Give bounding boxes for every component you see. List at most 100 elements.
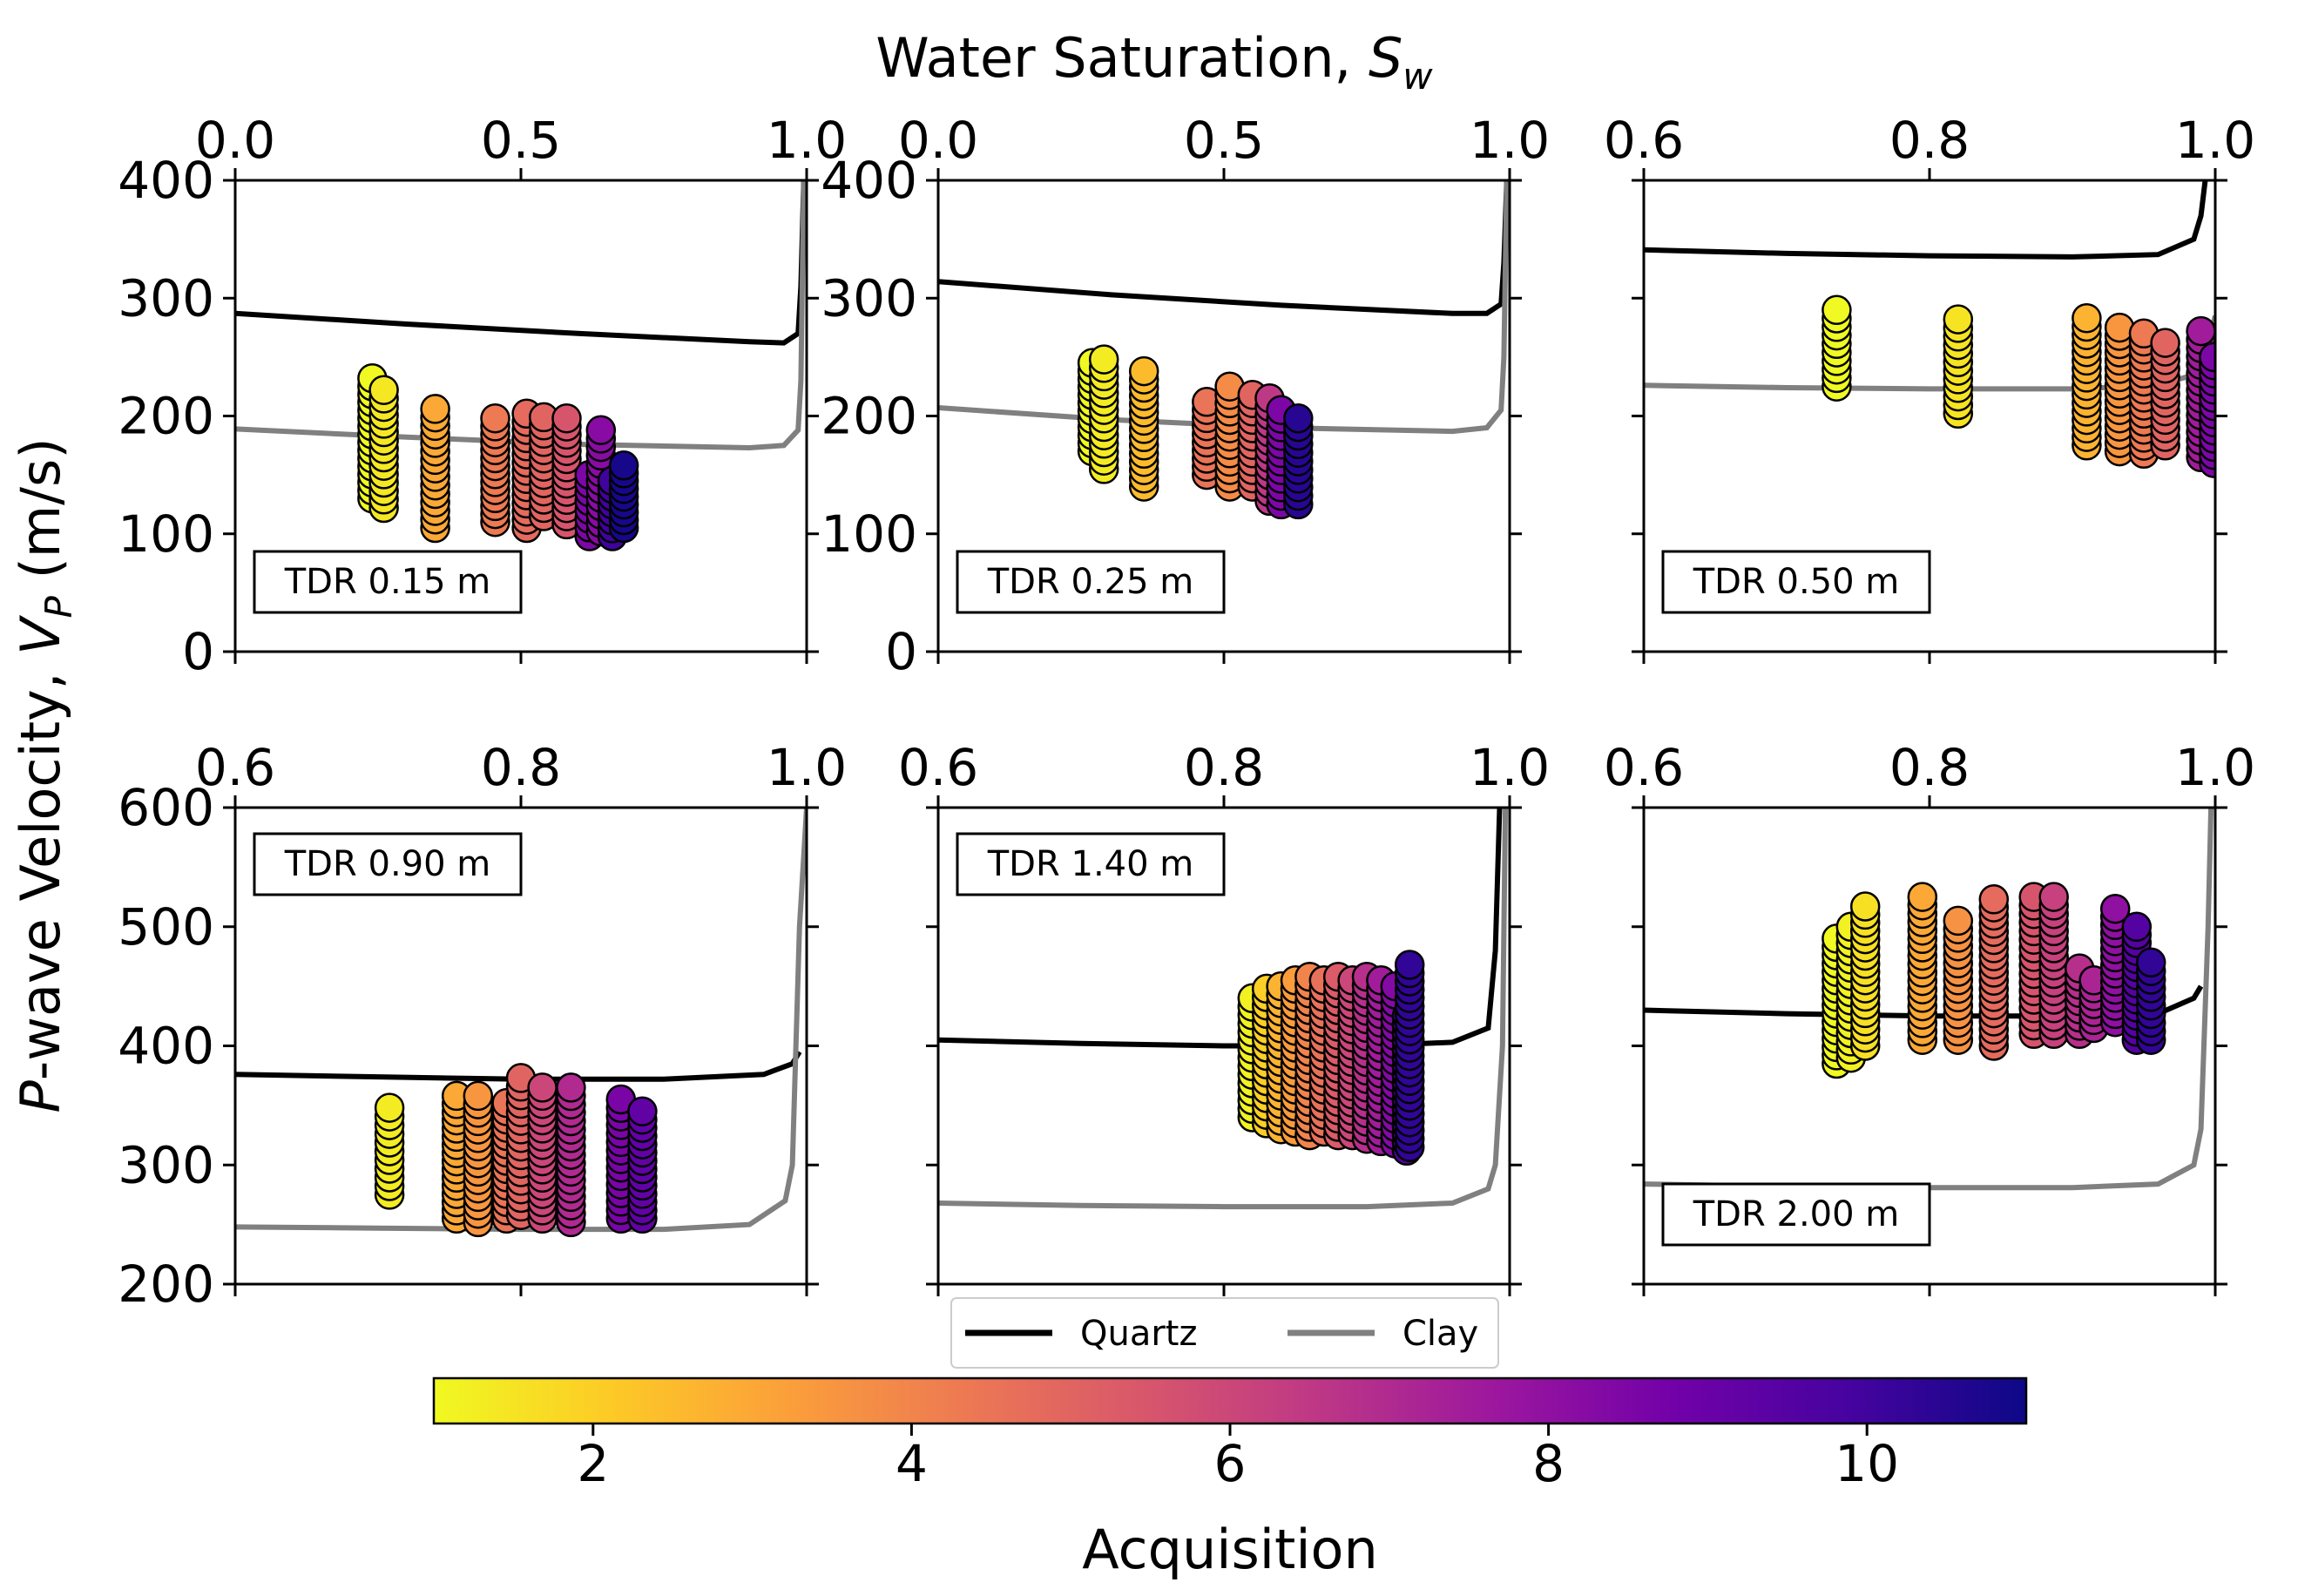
y-tick-label: 200 bbox=[821, 387, 917, 446]
data-point bbox=[1283, 402, 1314, 434]
panel-1: 0.0 0.5 1.0 0 100 200 300 400 TDR 0.15 m bbox=[118, 111, 847, 681]
x-tick-label: 0.0 bbox=[898, 111, 978, 170]
data-point bbox=[527, 1072, 558, 1103]
data-point bbox=[2121, 911, 2153, 943]
x-tick-label: 0.5 bbox=[481, 111, 561, 170]
data-point bbox=[2099, 893, 2131, 924]
data-point bbox=[2199, 342, 2215, 373]
scatter-points bbox=[1237, 950, 1425, 1167]
scatter-points bbox=[1077, 344, 1314, 520]
x-tick-label: 0.8 bbox=[1184, 738, 1264, 797]
tdr-label: TDR 0.15 m bbox=[284, 562, 490, 602]
top-x-axis-title: Water Saturation, Sw bbox=[875, 26, 1433, 98]
x-tick-label: 0.8 bbox=[481, 738, 561, 797]
data-point bbox=[368, 375, 399, 405]
colorbar-tick-label: 8 bbox=[1532, 1434, 1565, 1493]
quartz-curve bbox=[235, 180, 807, 346]
colorbar-label: Acquisition bbox=[1082, 1518, 1378, 1581]
data-point bbox=[2186, 315, 2215, 347]
x-tick-label: 0.6 bbox=[1604, 738, 1684, 797]
panel-3: 0.6 0.8 1.0 TDR 0.50 m bbox=[1604, 111, 2255, 664]
scatter-points bbox=[374, 1063, 658, 1238]
tdr-label-box bbox=[1661, 1182, 1931, 1247]
panel-6: 0.6 0.8 1.0 TDR 2.00 m bbox=[1604, 738, 2255, 1296]
clay-curve bbox=[938, 808, 1509, 1210]
tdr-label-box bbox=[253, 832, 523, 896]
data-point bbox=[1394, 950, 1425, 980]
tdr-label-box bbox=[956, 550, 1226, 614]
data-point bbox=[1849, 891, 1881, 922]
x-tick-label: 0.6 bbox=[1604, 111, 1684, 170]
legend: Quartz Clay bbox=[950, 1297, 1499, 1369]
x-tick-label: 1.0 bbox=[2175, 738, 2255, 797]
panel-5: 0.6 0.8 1.0 TDR 1.40 m bbox=[898, 738, 1550, 1296]
data-point bbox=[608, 450, 639, 481]
panel-4: 0.6 0.8 1.0 200 300 400 500 600 TDR 0.90 m bbox=[118, 738, 847, 1314]
y-tick-label: 0 bbox=[885, 622, 917, 681]
tdr-label-box bbox=[253, 550, 523, 614]
data-point bbox=[463, 1080, 494, 1112]
y-tick-label: 200 bbox=[118, 387, 214, 446]
legend-quartz-label: Quartz bbox=[1080, 1314, 1197, 1354]
y-tick-label: 400 bbox=[118, 1017, 214, 1076]
x-tick-label: 0.8 bbox=[1889, 111, 1970, 170]
tdr-label: TDR 1.40 m bbox=[987, 844, 1193, 884]
data-point bbox=[2150, 328, 2180, 358]
y-axis-title: P-wave Velocity, VP (m/s) bbox=[9, 437, 80, 1112]
data-point bbox=[1907, 882, 1938, 912]
y-tick-label: 300 bbox=[821, 268, 917, 328]
y-tick-label: 600 bbox=[118, 778, 214, 837]
data-point bbox=[374, 1092, 405, 1123]
x-tick-label: 0.5 bbox=[1184, 111, 1264, 170]
quartz-curve bbox=[235, 1050, 802, 1082]
panel-2: 0.0 0.5 1.0 0 100 200 300 400 TDR 0.25 m bbox=[821, 111, 1550, 681]
data-point bbox=[2072, 302, 2102, 334]
data-point bbox=[2135, 947, 2166, 978]
colorbar-tick-label: 6 bbox=[1214, 1434, 1247, 1493]
x-tick-label: 1.0 bbox=[1470, 738, 1550, 797]
quartz-curve bbox=[1644, 180, 2208, 260]
y-tick-label: 300 bbox=[118, 268, 214, 328]
legend-frame bbox=[950, 1297, 1499, 1369]
clay-curve bbox=[235, 808, 807, 1233]
tdr-label: TDR 2.00 m bbox=[1693, 1194, 1899, 1234]
colorbar: Acquisition 2 4 6 8 10 bbox=[432, 1376, 2028, 1581]
data-point bbox=[1943, 905, 1974, 937]
scatter-points bbox=[357, 362, 639, 551]
y-tick-label: 400 bbox=[118, 151, 214, 210]
data-point bbox=[1822, 294, 1852, 326]
colorbar-tick-label: 4 bbox=[896, 1434, 928, 1493]
y-tick-label: 100 bbox=[118, 504, 214, 564]
x-tick-label: 0.6 bbox=[898, 738, 978, 797]
scatter-points bbox=[1822, 882, 2166, 1079]
x-tick-label: 0.8 bbox=[1889, 738, 1970, 797]
data-point bbox=[1943, 304, 1974, 335]
y-tick-label: 0 bbox=[182, 622, 214, 681]
x-tick-label: 1.0 bbox=[767, 111, 847, 170]
tdr-label: TDR 0.25 m bbox=[987, 562, 1193, 602]
data-point bbox=[556, 1072, 586, 1103]
data-point bbox=[2104, 312, 2135, 343]
colorbar-tick-label: 2 bbox=[577, 1434, 609, 1493]
data-point bbox=[1978, 884, 2010, 915]
x-tick-label: 0.6 bbox=[195, 738, 275, 797]
data-point bbox=[585, 415, 617, 445]
quartz-curve bbox=[938, 180, 1510, 316]
data-point bbox=[627, 1096, 658, 1126]
legend-clay-label: Clay bbox=[1402, 1314, 1478, 1354]
y-tick-label: 400 bbox=[821, 151, 917, 210]
x-tick-label: 0.0 bbox=[195, 111, 275, 170]
colorbar-gradient bbox=[432, 1376, 2028, 1425]
data-point bbox=[551, 402, 582, 434]
data-point bbox=[1128, 355, 1159, 387]
data-point bbox=[1088, 344, 1119, 375]
y-tick-label: 100 bbox=[821, 504, 917, 564]
x-tick-label: 1.0 bbox=[2175, 111, 2255, 170]
y-tick-label: 200 bbox=[118, 1254, 214, 1314]
data-point bbox=[2038, 882, 2069, 912]
colorbar-tick-label: 10 bbox=[1835, 1434, 1899, 1493]
x-tick-label: 1.0 bbox=[1470, 111, 1550, 170]
y-tick-label: 500 bbox=[118, 897, 214, 957]
tdr-label: TDR 0.50 m bbox=[1693, 562, 1899, 602]
